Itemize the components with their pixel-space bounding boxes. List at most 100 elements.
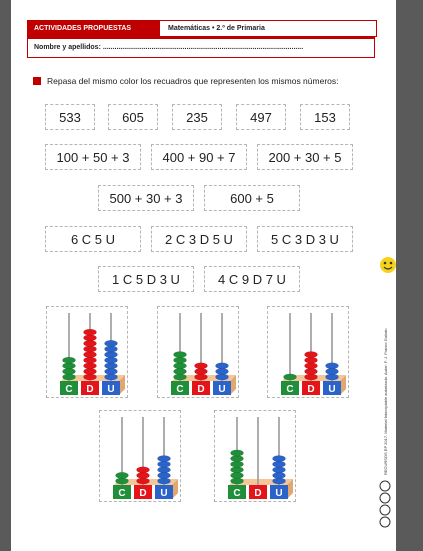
abacus-bead xyxy=(173,351,187,358)
abacus-bead xyxy=(325,368,339,375)
bullet-square-icon xyxy=(33,77,41,85)
name-field[interactable]: Nombre y apellidos: ....................… xyxy=(27,37,375,58)
abacus-label-block xyxy=(323,381,341,395)
number-box[interactable]: 605 xyxy=(108,104,158,130)
abacus-bead xyxy=(173,362,187,370)
abacus-label-block xyxy=(213,381,231,395)
abacus-bead xyxy=(115,472,129,479)
abacus-bead xyxy=(173,368,187,375)
abacus-label-block xyxy=(102,381,120,395)
units-box[interactable]: 1 C 5 D 3 U xyxy=(98,266,194,292)
abacus-label: C xyxy=(65,384,72,395)
abacus-label-block xyxy=(302,381,320,395)
abacus-bead xyxy=(272,472,286,479)
units-box[interactable]: 6 C 5 U xyxy=(45,226,141,252)
abacus-label: C xyxy=(233,488,240,499)
abacus-label: U xyxy=(160,488,167,499)
abacus-bead xyxy=(136,477,150,485)
abacus-bead xyxy=(194,368,208,375)
abacus-label-block xyxy=(228,485,246,499)
abacus-bead xyxy=(230,466,244,474)
sum-box[interactable]: 200 + 30 + 5 xyxy=(257,144,353,170)
abacus-bead xyxy=(62,362,76,370)
sum-box[interactable]: 500 + 30 + 3 xyxy=(98,185,194,211)
abacus-bead xyxy=(104,362,118,370)
abacus-bead xyxy=(215,362,229,370)
abacus-base-side xyxy=(119,375,125,395)
abacus-label-block xyxy=(249,485,267,499)
abacus-base-side xyxy=(172,479,178,499)
abacus-bead xyxy=(62,373,76,381)
abacus-label-block xyxy=(134,485,152,499)
abacus-bead xyxy=(104,351,118,358)
abacus-label-block xyxy=(192,381,210,395)
abacus-bead xyxy=(304,351,318,358)
abacus-bead xyxy=(62,356,76,364)
subject-label: Matemáticas • 2.º de Primaria xyxy=(159,21,376,36)
abacus-label: U xyxy=(328,384,335,395)
abacus-bead xyxy=(230,455,244,462)
abacus-label-block xyxy=(155,485,173,499)
abacus-label-block xyxy=(281,381,299,395)
sum-box[interactable]: 600 + 5 xyxy=(204,185,300,211)
abacus-label-block xyxy=(60,381,78,395)
abacus-bead xyxy=(83,368,97,375)
abacus-bead xyxy=(83,373,97,381)
number-box[interactable]: 533 xyxy=(45,104,95,130)
abacus-bead xyxy=(194,373,208,381)
abacus-label-block xyxy=(81,381,99,395)
number-box[interactable]: 235 xyxy=(172,104,222,130)
abacus-bead xyxy=(215,373,229,381)
abacus-bead xyxy=(157,466,171,474)
abacus-bead xyxy=(230,460,244,468)
abacus-bead xyxy=(304,362,318,370)
number-box[interactable]: 497 xyxy=(236,104,286,130)
instruction-text: Repasa del mismo color los recuadros que… xyxy=(47,76,339,86)
abacus-bead xyxy=(272,466,286,474)
units-box[interactable]: 2 C 3 D 5 U xyxy=(151,226,247,252)
abacus-base-side xyxy=(230,375,236,395)
number-box[interactable]: 153 xyxy=(300,104,350,130)
units-box[interactable]: 5 C 3 D 3 U xyxy=(257,226,353,252)
sum-box[interactable]: 400 + 90 + 7 xyxy=(151,144,247,170)
abacus-bead xyxy=(157,455,171,462)
abacus-bead xyxy=(230,477,244,485)
abacus-bead xyxy=(83,345,97,353)
abacus-label-block xyxy=(113,485,131,499)
abacus-bead xyxy=(83,334,97,342)
abacus-bead xyxy=(62,368,76,375)
abacus-bead xyxy=(194,362,208,370)
abacus-label: D xyxy=(197,384,204,395)
abacus-bead xyxy=(272,455,286,462)
units-box[interactable]: 4 C 9 D 7 U xyxy=(204,266,300,292)
abacus-bead xyxy=(173,356,187,364)
abacus-bead xyxy=(104,373,118,381)
creative-commons-icon xyxy=(379,480,391,528)
worksheet-page xyxy=(11,0,396,551)
abacus-bead xyxy=(136,472,150,479)
instruction: Repasa del mismo color los recuadros que… xyxy=(33,76,339,86)
abacus-bead xyxy=(272,477,286,485)
sum-box[interactable]: 100 + 50 + 3 xyxy=(45,144,141,170)
abacus-bead xyxy=(83,340,97,347)
abacus-base-side xyxy=(287,479,293,499)
header-bar: ACTIVIDADES PROPUESTAS Matemáticas • 2.º… xyxy=(27,20,377,37)
abacus-bead xyxy=(83,362,97,370)
abacus-bead xyxy=(157,460,171,468)
abacus-bead xyxy=(83,351,97,358)
abacus-label: D xyxy=(86,384,93,395)
abacus-label: D xyxy=(307,384,314,395)
copyright-text: RECURSOS EP 2017. Material fotocopiable … xyxy=(383,328,388,475)
abacus-label: U xyxy=(218,384,225,395)
abacus-label: C xyxy=(286,384,293,395)
abacus-bead xyxy=(304,373,318,381)
